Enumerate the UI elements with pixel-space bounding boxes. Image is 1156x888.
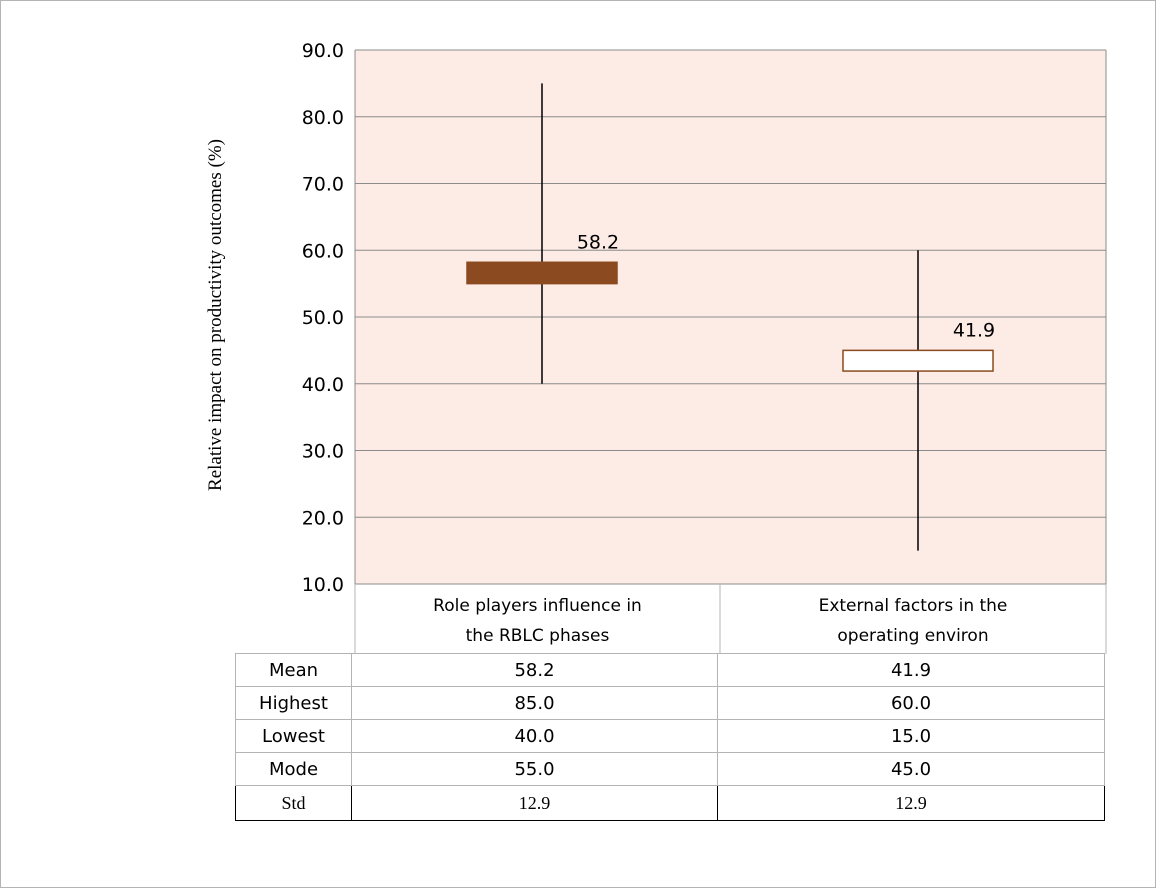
stats-table: Mean 58.2 41.9 Highest 85.0 60.0 Lowest … — [235, 653, 1105, 821]
y-tick-label: 30.0 — [302, 441, 344, 463]
row-name-highest: Highest — [235, 686, 352, 720]
table-row: Mean 58.2 41.9 — [235, 653, 1105, 687]
y-tick-label: 50.0 — [302, 307, 344, 329]
data-label-1: 58.2 — [577, 231, 619, 253]
cell-highest-2: 60.0 — [717, 686, 1105, 720]
data-label-2: 41.9 — [953, 319, 995, 341]
category-grid — [354, 584, 1107, 654]
y-tick-label: 20.0 — [302, 507, 344, 529]
cell-std-1: 12.9 — [351, 785, 718, 821]
y-tick-label: 10.0 — [302, 574, 344, 596]
category-label-1: Role players influence in the RBLC phase… — [355, 590, 720, 652]
y-tick-label: 60.0 — [302, 240, 344, 262]
cell-std-2: 12.9 — [717, 785, 1105, 821]
category-label-1-line1: Role players influence in — [433, 596, 642, 616]
chart-marks: 58.2 41.9 — [466, 83, 995, 551]
y-tick-label: 70.0 — [302, 174, 344, 196]
y-tick-label: 80.0 — [302, 107, 344, 129]
box-2 — [842, 349, 994, 372]
cell-highest-1: 85.0 — [351, 686, 718, 720]
cell-mean-1: 58.2 — [351, 653, 718, 687]
y-axis-label: Relative impact on productivity outcomes… — [205, 139, 226, 491]
y-tick-labels: 10.0 20.0 30.0 40.0 50.0 60.0 70.0 80.0 90.0 — [302, 40, 344, 596]
table-row: Highest 85.0 60.0 — [235, 686, 1105, 720]
table-row: Lowest 40.0 15.0 — [235, 719, 1105, 753]
row-name-std: Std — [235, 785, 352, 821]
cell-mode-1: 55.0 — [351, 752, 718, 786]
category-label-2-line1: External factors in the — [818, 596, 1008, 616]
cell-lowest-2: 15.0 — [717, 719, 1105, 753]
table-row: Mode 55.0 45.0 — [235, 752, 1105, 786]
row-name-mean: Mean — [235, 653, 352, 687]
box-1 — [466, 261, 618, 285]
row-name-lowest: Lowest — [235, 719, 352, 753]
y-axis-label-container: Relative impact on productivity outcomes… — [196, 50, 236, 580]
table-row-std: Std 12.9 12.9 — [235, 785, 1105, 821]
category-label-2-line2: operating environ — [837, 626, 989, 646]
row-name-mode: Mode — [235, 752, 352, 786]
category-label-1-line2: the RBLC phases — [465, 626, 610, 646]
grid-lines — [354, 49, 1107, 585]
cell-mode-2: 45.0 — [717, 752, 1105, 786]
cell-mean-2: 41.9 — [717, 653, 1105, 687]
y-tick-label: 40.0 — [302, 374, 344, 396]
y-tick-label: 90.0 — [302, 40, 344, 62]
cell-lowest-1: 40.0 — [351, 719, 718, 753]
category-label-2: External factors in the operating enviro… — [720, 590, 1106, 652]
